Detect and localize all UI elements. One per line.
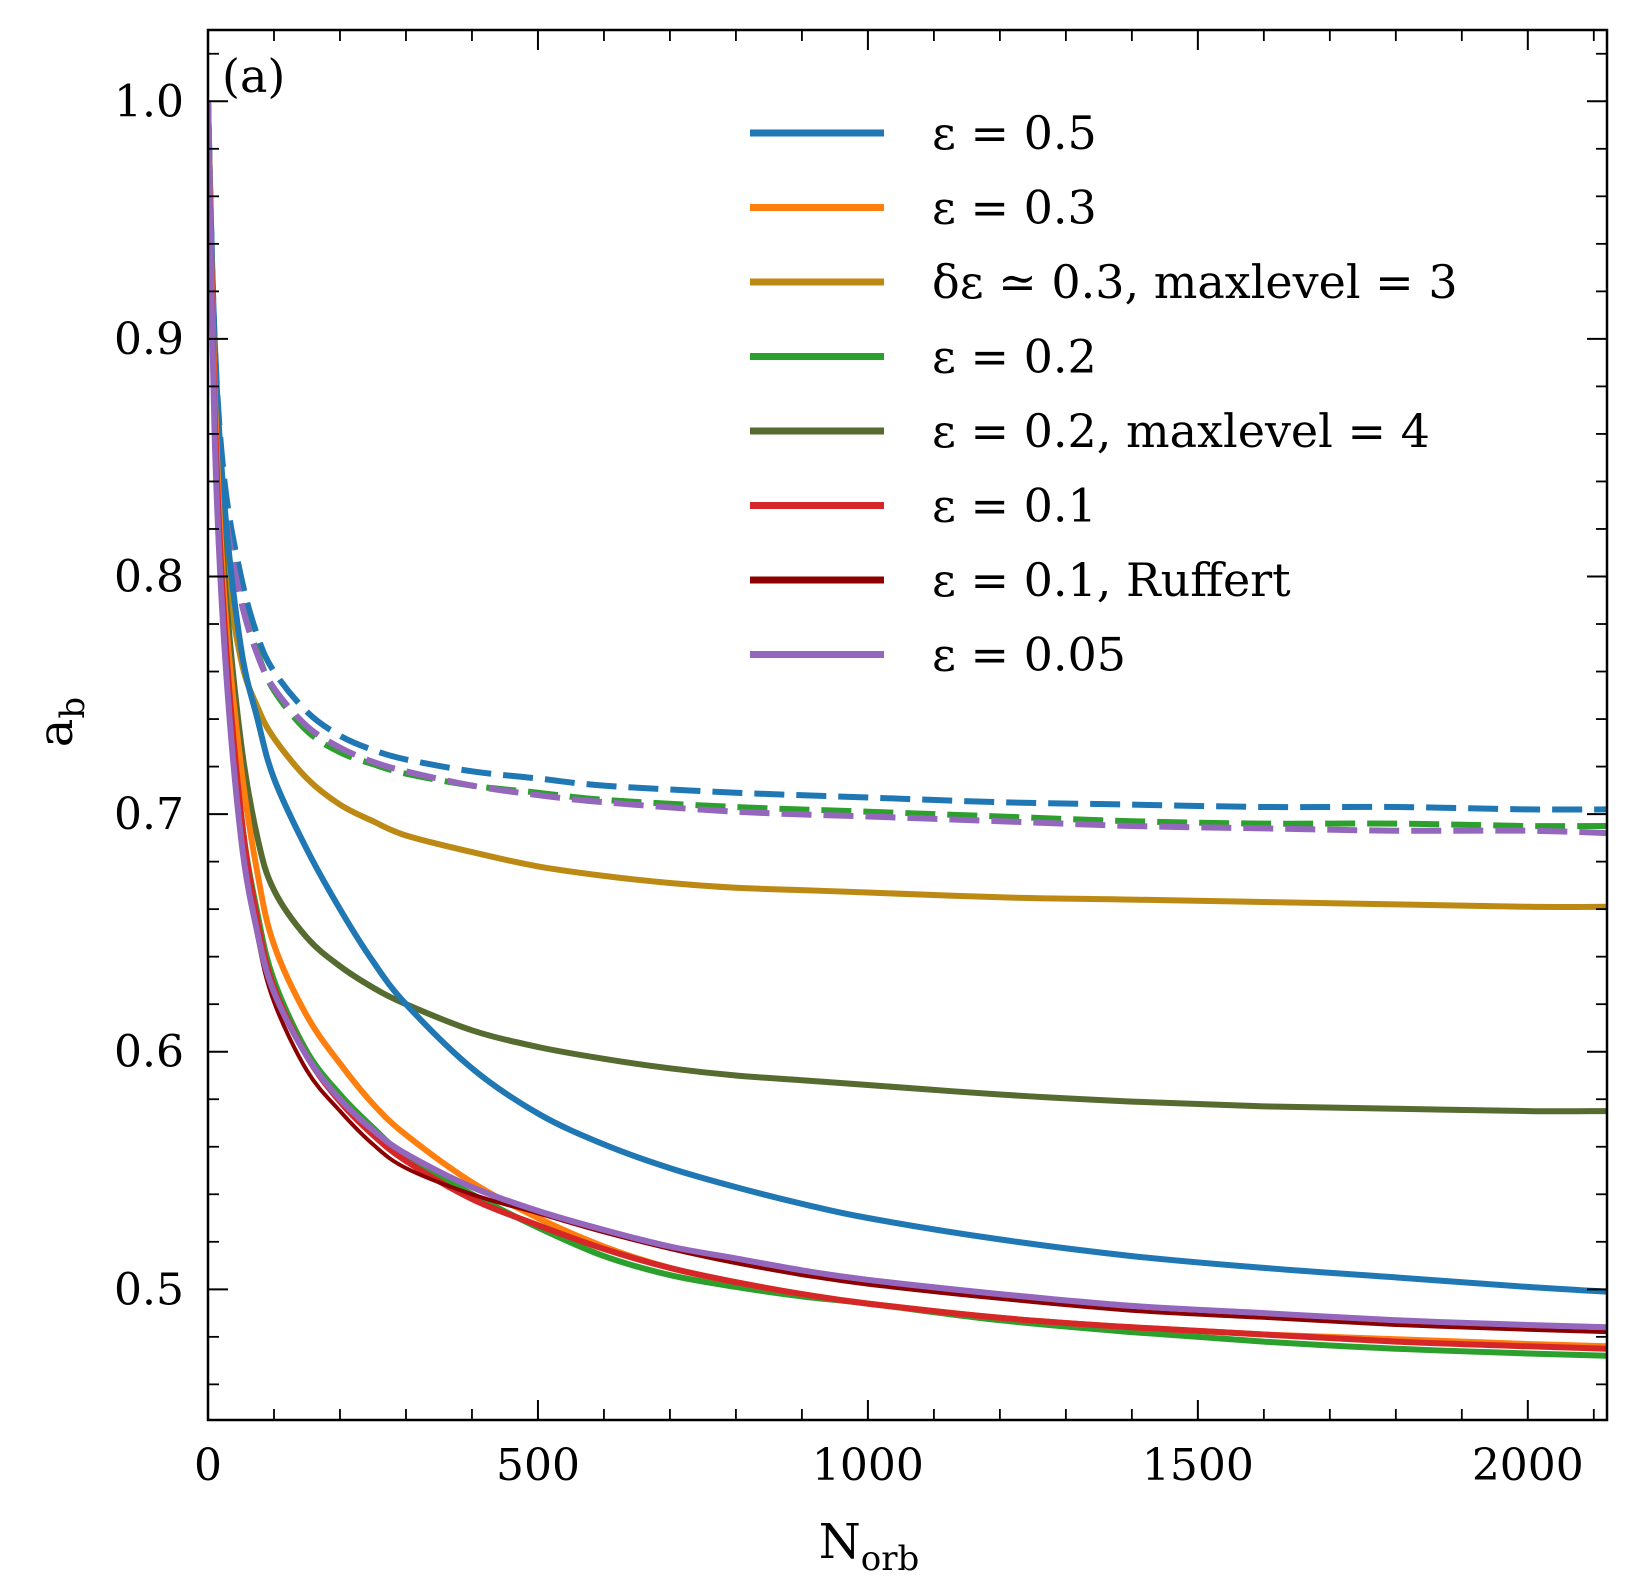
series-line-7 xyxy=(208,101,1607,1331)
legend-label: ε = 0.1, Ruffert xyxy=(932,553,1291,607)
legend: ε = 0.5 ε = 0.3 δε ≃ 0.3, maxlevel = 3 ε = … xyxy=(750,106,1458,682)
panel-label: (a) xyxy=(222,49,285,103)
y-axis-title: ab xyxy=(28,697,93,747)
x-tick-label: 0 xyxy=(194,1440,222,1491)
x-axis-title: Norb xyxy=(819,1514,920,1579)
x-tick-label: 500 xyxy=(496,1440,580,1491)
legend-label: ε = 0.1 xyxy=(932,479,1097,533)
series-line-0 xyxy=(208,101,1607,1295)
x-tick-label: 2000 xyxy=(1472,1440,1584,1491)
series-line-10-dashed xyxy=(208,101,1607,837)
y-tick-label: 0.8 xyxy=(114,551,184,602)
y-axis-title-sub: b xyxy=(53,697,93,719)
series-layer xyxy=(208,101,1607,1359)
y-tick-label: 1.0 xyxy=(114,76,184,127)
x-tick-label: 1000 xyxy=(812,1440,924,1491)
x-axis-title-sub: orb xyxy=(861,1539,920,1579)
legend-label: ε = 0.3 xyxy=(932,181,1097,235)
series-line-4 xyxy=(208,101,1607,1115)
x-tick-label: 1500 xyxy=(1142,1440,1254,1491)
legend-label: ε = 0.5 xyxy=(932,106,1097,160)
series-line-8-dashed xyxy=(208,101,1607,813)
y-axis-title-main: a xyxy=(28,719,84,748)
y-tick-label: 0.6 xyxy=(114,1027,184,1078)
series-line-9-dashed xyxy=(208,101,1607,830)
y-tick-label: 0.5 xyxy=(114,1264,184,1315)
plot-frame xyxy=(206,28,1609,1422)
x-axis-title-main: N xyxy=(819,1514,861,1570)
y-tick-label: 0.9 xyxy=(114,314,184,365)
axis-ticks xyxy=(207,30,1607,1420)
legend-label: ε = 0.2 xyxy=(932,330,1097,384)
series-line-2 xyxy=(208,101,1607,910)
tick-labels: 0 500 1000 1500 2000 0.5 0.6 0.7 0.8 0.9 1.0 xyxy=(114,76,1584,1491)
y-tick-label: 0.7 xyxy=(114,789,184,840)
legend-label: δε ≃ 0.3, maxlevel = 3 xyxy=(932,255,1458,309)
legend-label: ε = 0.2, maxlevel = 4 xyxy=(932,404,1430,458)
legend-label: ε = 0.05 xyxy=(932,628,1126,682)
